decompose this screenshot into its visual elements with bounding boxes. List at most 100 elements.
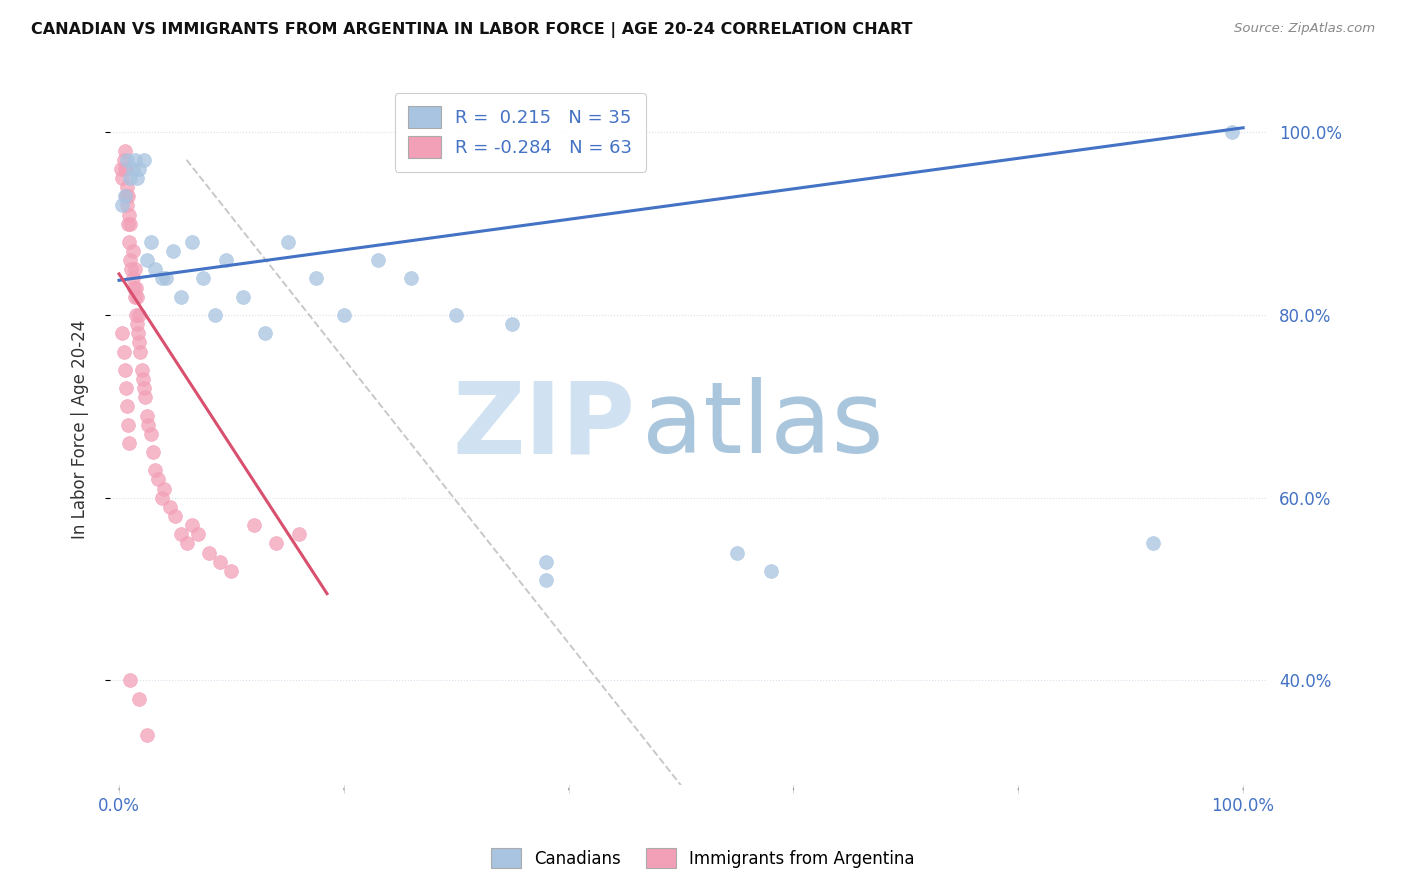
Point (215, 253, 238, 268)
Point (209, 555, 232, 569)
Point (128, 308, 150, 322)
Point (1220, 125, 1243, 139)
Point (112, 153, 135, 167)
Point (193, 271, 215, 285)
Point (125, 308, 148, 322)
Point (221, 564, 243, 578)
Point (759, 564, 782, 578)
Point (118, 436, 141, 450)
Point (115, 198, 138, 212)
Point (115, 400, 138, 414)
Point (139, 235, 162, 249)
Point (127, 326, 149, 341)
Point (132, 381, 155, 395)
Point (121, 244, 143, 258)
Point (114, 161, 136, 176)
Point (120, 253, 142, 268)
Point (120, 171, 142, 186)
Point (143, 463, 166, 477)
Point (114, 381, 136, 395)
Point (181, 235, 204, 249)
Point (277, 235, 299, 249)
Point (401, 271, 423, 285)
Point (121, 161, 143, 176)
Text: Source: ZipAtlas.com: Source: ZipAtlas.com (1234, 22, 1375, 36)
Point (243, 518, 266, 533)
Point (139, 426, 162, 441)
Point (117, 217, 139, 231)
Legend: Canadians, Immigrants from Argentina: Canadians, Immigrants from Argentina (482, 839, 924, 877)
Point (333, 308, 356, 322)
Point (170, 527, 193, 541)
Point (153, 482, 176, 496)
Point (266, 536, 288, 550)
Point (121, 271, 143, 285)
Point (165, 508, 187, 523)
Point (142, 445, 165, 459)
Point (1142, 536, 1164, 550)
Point (162, 244, 184, 258)
Y-axis label: In Labor Force | Age 20-24: In Labor Force | Age 20-24 (72, 319, 89, 539)
Point (125, 317, 148, 331)
Legend: R =  0.215   N = 35, R = -0.284   N = 63: R = 0.215 N = 35, R = -0.284 N = 63 (395, 93, 645, 172)
Point (131, 363, 153, 377)
Point (118, 208, 141, 222)
Point (367, 253, 389, 268)
Point (129, 344, 152, 359)
Point (134, 390, 156, 404)
Point (115, 153, 138, 167)
Point (128, 161, 150, 176)
Point (534, 573, 557, 587)
Point (124, 290, 146, 304)
Point (159, 500, 181, 514)
Point (114, 161, 136, 176)
Point (114, 189, 136, 203)
Point (132, 153, 155, 167)
Point (725, 545, 748, 559)
Point (124, 262, 146, 277)
Point (114, 144, 136, 158)
Point (176, 536, 198, 550)
Point (534, 555, 557, 569)
Point (187, 527, 209, 541)
Point (446, 308, 468, 322)
Point (120, 673, 142, 688)
Point (115, 180, 138, 194)
Point (155, 271, 177, 285)
Point (128, 691, 150, 706)
Point (112, 344, 135, 359)
Point (181, 518, 204, 533)
Point (114, 189, 136, 203)
Point (150, 271, 173, 285)
Point (254, 326, 277, 341)
Point (120, 217, 142, 231)
Point (118, 235, 141, 249)
Point (128, 335, 150, 350)
Point (111, 171, 134, 186)
Text: CANADIAN VS IMMIGRANTS FROM ARGENTINA IN LABOR FORCE | AGE 20-24 CORRELATION CHA: CANADIAN VS IMMIGRANTS FROM ARGENTINA IN… (31, 22, 912, 38)
Point (111, 198, 134, 212)
Point (198, 545, 221, 559)
Point (148, 473, 170, 487)
Point (143, 262, 166, 277)
Point (125, 280, 148, 294)
Point (305, 271, 328, 285)
Point (136, 409, 159, 423)
Point (204, 308, 226, 322)
Point (150, 491, 173, 505)
Point (124, 153, 146, 167)
Point (501, 317, 523, 331)
Point (120, 262, 142, 277)
Point (232, 290, 254, 304)
Point (114, 363, 136, 377)
Point (136, 253, 159, 268)
Point (131, 372, 153, 386)
Point (117, 189, 139, 203)
Text: atlas: atlas (641, 377, 883, 475)
Point (110, 161, 132, 176)
Point (136, 417, 159, 432)
Point (117, 417, 139, 432)
Point (125, 290, 148, 304)
Text: ZIP: ZIP (453, 377, 636, 475)
Point (170, 290, 193, 304)
